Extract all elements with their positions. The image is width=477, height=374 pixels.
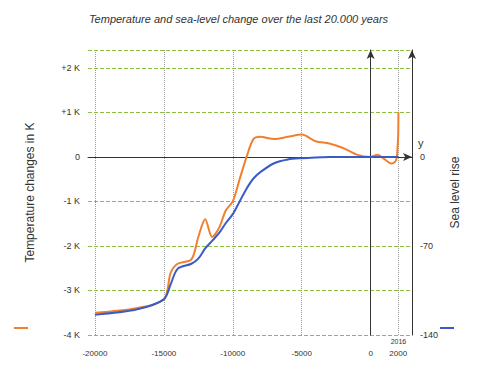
svg-text:+1 K: +1 K <box>61 107 80 117</box>
svg-text:-20000: -20000 <box>82 349 107 358</box>
svg-text:-5000: -5000 <box>291 349 312 358</box>
svg-text:-2 K: -2 K <box>63 241 80 251</box>
svg-text:-3 K: -3 K <box>63 285 80 295</box>
svg-text:-1 K: -1 K <box>63 196 80 206</box>
svg-text:0: 0 <box>368 349 373 358</box>
svg-text:0: 0 <box>420 152 425 162</box>
svg-text:+2 K: +2 K <box>61 63 80 73</box>
svg-text:-15000: -15000 <box>151 349 176 358</box>
svg-text:2000: 2000 <box>389 349 407 358</box>
svg-text:2016: 2016 <box>391 338 407 345</box>
svg-text:-70: -70 <box>420 241 433 251</box>
svg-text:-140: -140 <box>420 330 438 340</box>
svg-text:Temperature and sea-level chan: Temperature and sea-level change over th… <box>89 13 389 25</box>
svg-text:0: 0 <box>75 152 80 162</box>
svg-text:-10000: -10000 <box>220 349 245 358</box>
svg-text:Temperature changes in K: Temperature changes in K <box>23 122 37 262</box>
svg-text:y: y <box>418 137 424 149</box>
svg-text:-4 K: -4 K <box>63 330 80 340</box>
svg-text:Sea level rise: Sea level rise <box>448 156 462 228</box>
